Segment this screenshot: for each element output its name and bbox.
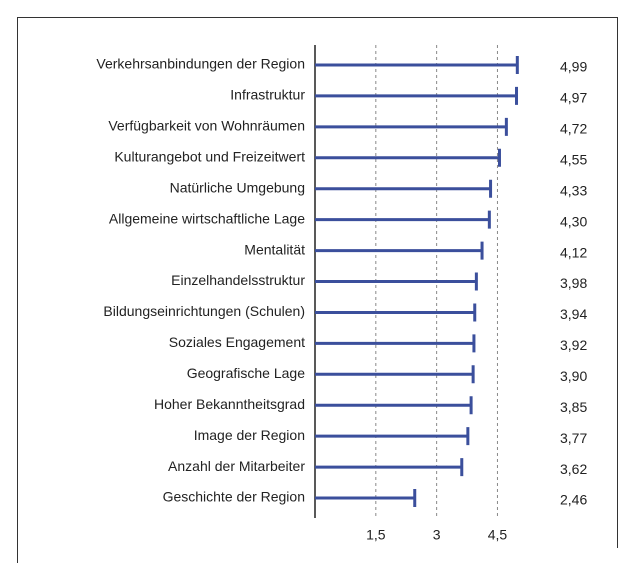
value-label: 3,94 — [560, 306, 587, 322]
category-label: Allgemeine wirtschaftliche Lage — [109, 210, 305, 226]
bar — [315, 303, 477, 322]
category-label: Soziales Engagement — [169, 334, 305, 350]
bar — [315, 56, 519, 74]
value-label: 4,33 — [560, 182, 587, 198]
bar — [315, 272, 478, 291]
frame — [17, 17, 618, 563]
category-label: Bildungseinrichtungen (Schulen) — [103, 303, 305, 319]
category-label: Natürliche Umgebung — [170, 179, 305, 195]
category-label: Image der Region — [194, 427, 305, 443]
x-tick-label: 1,5 — [366, 527, 386, 543]
x-tick-label: 3 — [433, 527, 441, 543]
x-tick-label: 4,5 — [488, 527, 508, 543]
value-label: 3,90 — [560, 368, 587, 384]
bar — [315, 334, 476, 353]
value-label: 3,85 — [560, 399, 587, 415]
category-label: Verfügbarkeit von Wohnräumen — [108, 118, 305, 134]
category-label: Geografische Lage — [187, 365, 306, 381]
bar — [315, 210, 491, 229]
bar — [315, 458, 464, 477]
bar — [315, 148, 501, 167]
bar — [315, 117, 508, 136]
category-label: Verkehrsanbindungen der Region — [96, 56, 305, 72]
bar — [315, 489, 417, 508]
category-label: Einzelhandelsstruktur — [171, 272, 305, 288]
bar — [315, 179, 493, 198]
category-label: Infrastruktur — [230, 87, 305, 103]
category-label: Anzahl der Mitarbeiter — [168, 458, 305, 474]
value-label: 4,99 — [560, 59, 587, 75]
value-label: 3,98 — [560, 275, 587, 291]
category-label: Kulturangebot und Freizeitwert — [114, 148, 305, 164]
value-label: 4,12 — [560, 244, 587, 260]
bar — [315, 427, 470, 446]
bar — [315, 86, 519, 105]
category-label: Hoher Bekanntheitsgrad — [154, 396, 305, 412]
value-label: 4,55 — [560, 151, 587, 167]
value-label: 4,97 — [560, 90, 587, 106]
value-label: 3,62 — [560, 461, 587, 477]
category-label: Geschichte der Region — [163, 489, 305, 505]
value-label: 4,30 — [560, 213, 587, 229]
bar — [315, 365, 475, 384]
value-label: 2,46 — [560, 492, 587, 508]
value-label: 3,77 — [560, 430, 587, 446]
value-label: 4,72 — [560, 121, 587, 137]
bar — [315, 396, 473, 415]
value-label: 3,92 — [560, 337, 587, 353]
bar — [315, 241, 484, 260]
category-label: Mentalität — [244, 241, 305, 257]
